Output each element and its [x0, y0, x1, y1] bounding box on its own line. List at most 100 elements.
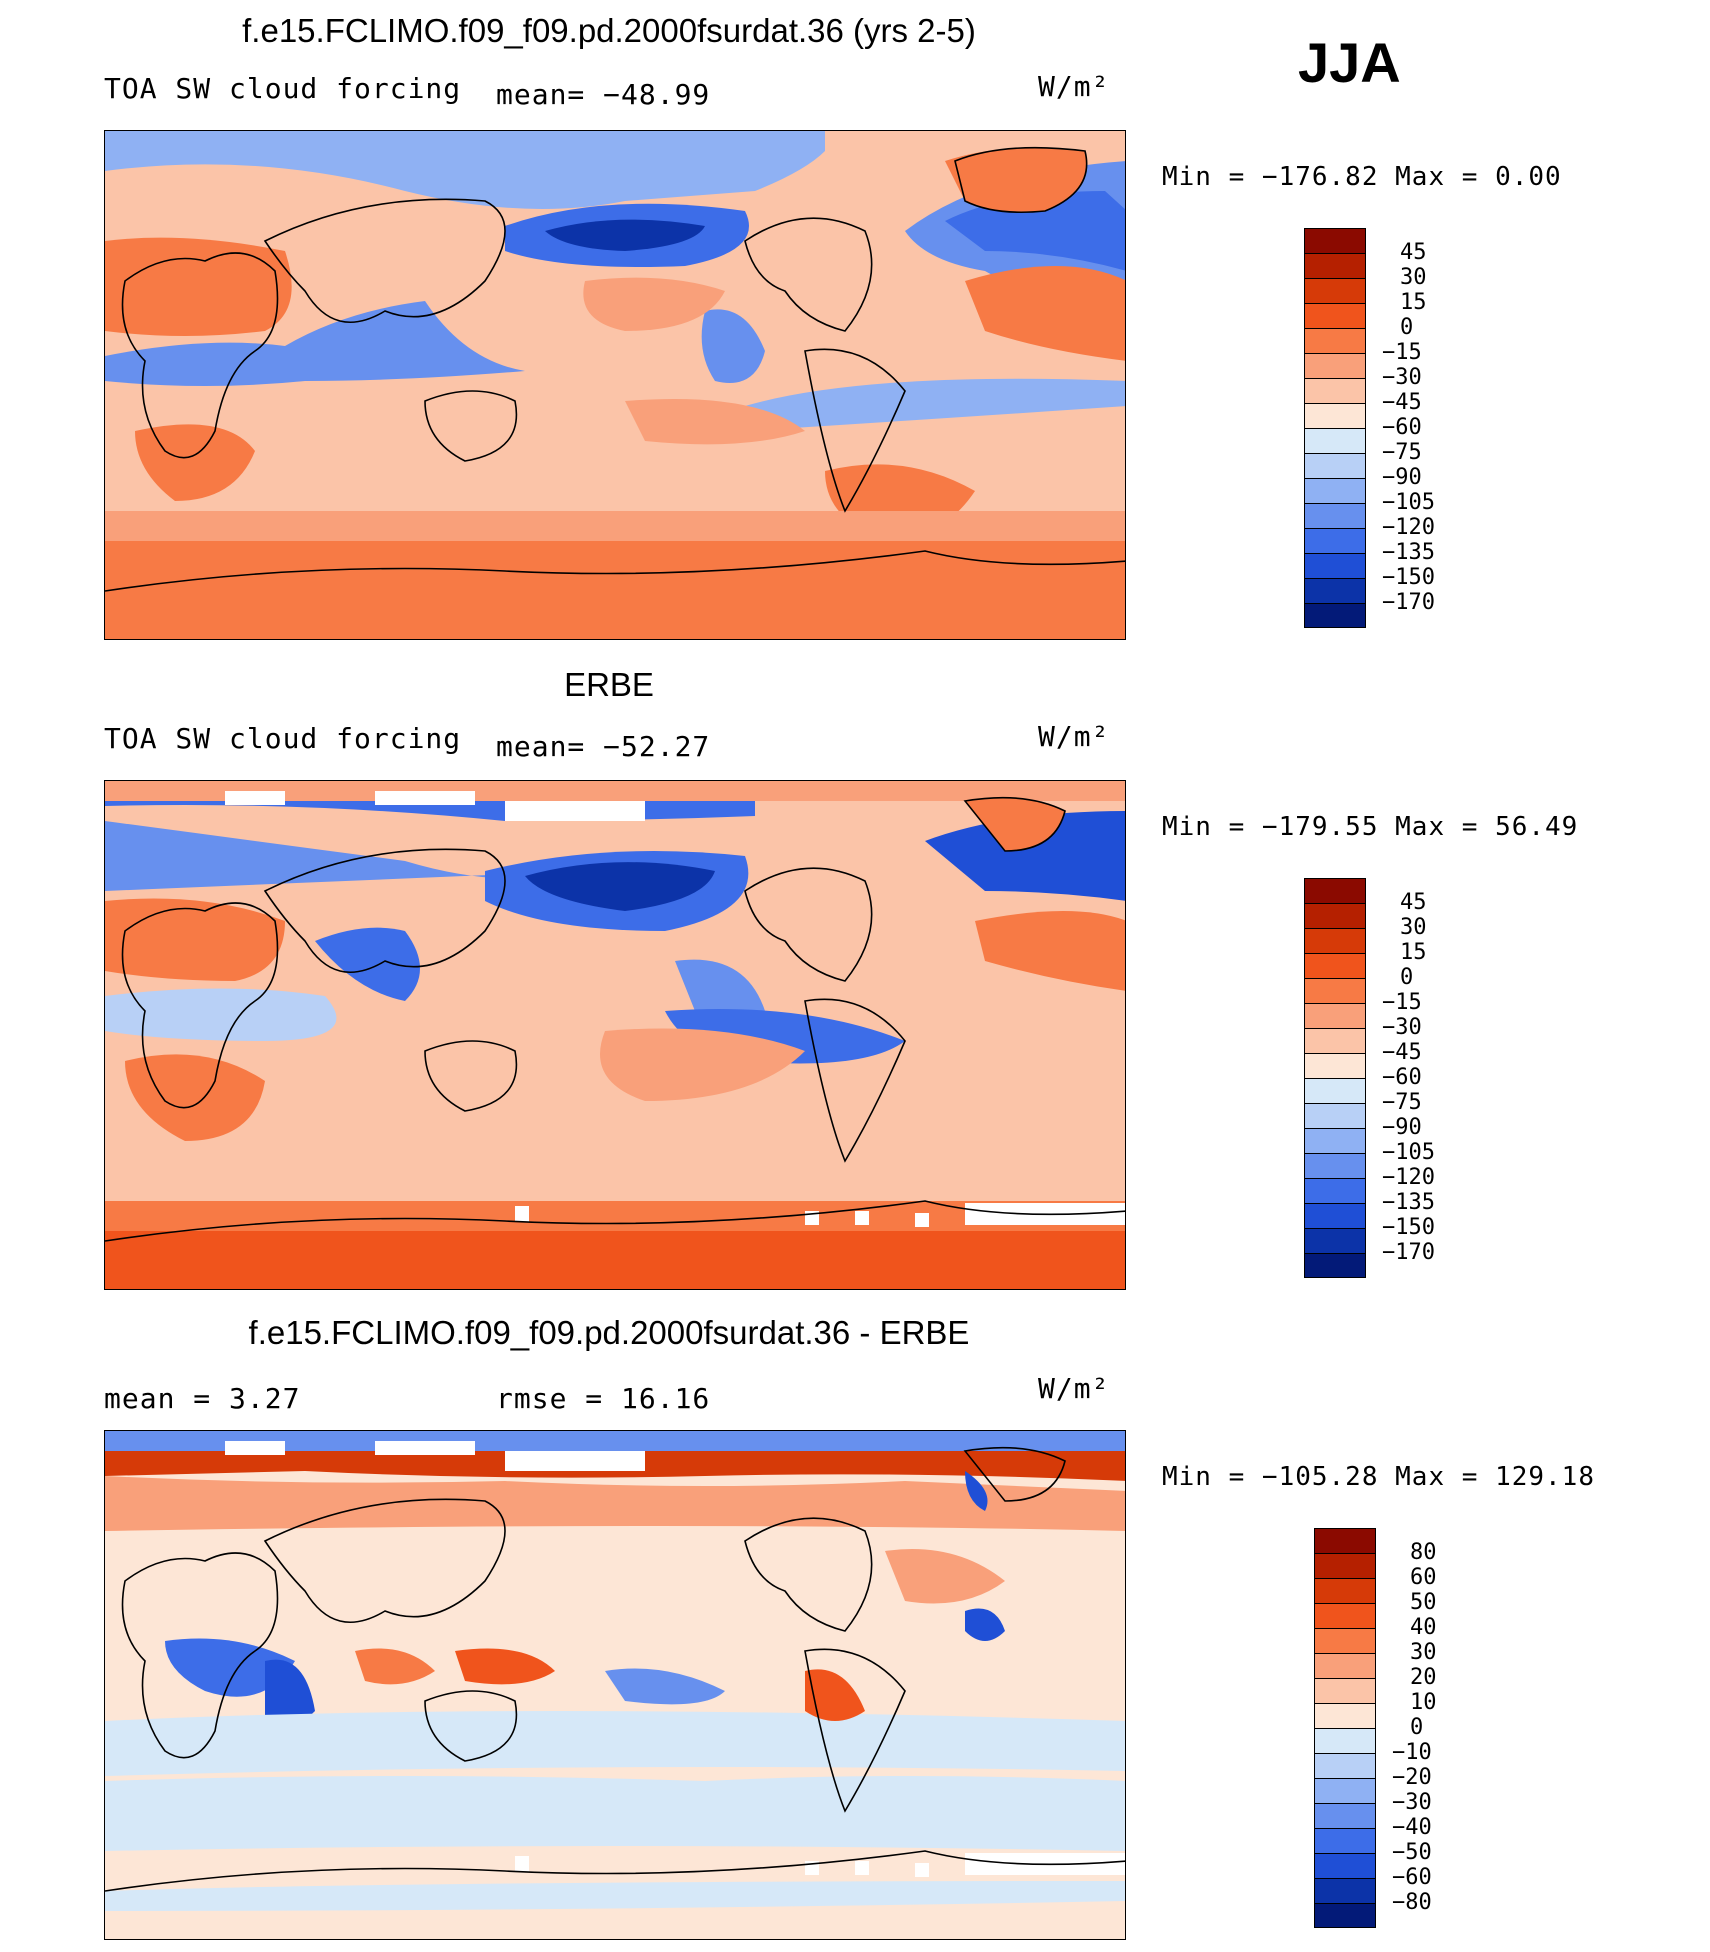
colorbar-swatch: [1304, 1003, 1366, 1028]
colorbar-swatch: [1304, 403, 1366, 428]
panel-3-units: W/m²: [1038, 1372, 1110, 1405]
colorbar-swatch: [1304, 253, 1366, 278]
colorbar-swatch: [1314, 1828, 1376, 1853]
colorbar-frame: [1304, 878, 1366, 1278]
colorbar-swatch: [1314, 1753, 1376, 1778]
colorbar-swatch: [1314, 1603, 1376, 1628]
colorbar-tick-label: 15: [1400, 940, 1427, 965]
colorbar-tick-label: −150: [1382, 1215, 1435, 1240]
panel-3-map-svg: [105, 1431, 1125, 1939]
colorbar-tick-label: −60: [1382, 415, 1422, 440]
colorbar-tick-label: 0: [1400, 965, 1414, 990]
colorbar-tick-label: 20: [1410, 1665, 1437, 1690]
panel-1-mean: mean= −48.99: [496, 78, 711, 111]
colorbar-tick-label: −40: [1392, 1815, 1432, 1840]
colorbar-swatch: [1304, 1128, 1366, 1153]
colorbar-tick-label: −15: [1382, 990, 1422, 1015]
colorbar-swatch: [1314, 1853, 1376, 1878]
colorbar-swatch: [1314, 1678, 1376, 1703]
colorbar-swatch: [1304, 378, 1366, 403]
panel-3-mean: mean = 3.27: [104, 1382, 301, 1415]
colorbar-swatch: [1304, 478, 1366, 503]
panel-2-title: ERBE: [564, 666, 654, 703]
colorbar-frame: [1314, 1528, 1376, 1928]
colorbar-swatch: [1314, 1628, 1376, 1653]
colorbar-swatch: [1304, 953, 1366, 978]
colorbar-swatch: [1314, 1903, 1376, 1928]
colorbar-tick-label: −90: [1382, 465, 1422, 490]
colorbar-tick-label: −90: [1382, 1115, 1422, 1140]
panel-1-title: f.e15.FCLIMO.f09_f09.pd.2000fsurdat.36 (…: [242, 12, 976, 49]
colorbar-tick-label: 40: [1410, 1615, 1437, 1640]
colorbar-tick-label: 10: [1410, 1690, 1437, 1715]
colorbar-tick-label: −75: [1382, 440, 1422, 465]
colorbar-swatch: [1304, 228, 1366, 253]
colorbar-swatch: [1304, 528, 1366, 553]
season-label: JJA: [1298, 31, 1401, 94]
colorbar-swatch: [1314, 1803, 1376, 1828]
colorbar-tick-label: −150: [1382, 565, 1435, 590]
colorbar-swatch: [1304, 1228, 1366, 1253]
colorbar-tick-label: −170: [1382, 1240, 1435, 1265]
colorbar-tick-label: 30: [1400, 915, 1427, 940]
colorbar-swatch: [1304, 978, 1366, 1003]
colorbar-swatch: [1304, 278, 1366, 303]
colorbar-tick-label: −10: [1392, 1740, 1432, 1765]
colorbar-tick-label: −170: [1382, 590, 1435, 615]
colorbar-tick-label: −50: [1392, 1840, 1432, 1865]
colorbar-swatch: [1314, 1728, 1376, 1753]
panel-3-map: [104, 1430, 1126, 1940]
colorbar-swatch: [1304, 903, 1366, 928]
panel-1-minmax: Min = −176.82 Max = 0.00: [1162, 162, 1562, 192]
panel-1-units: W/m²: [1038, 70, 1110, 103]
colorbar-swatch: [1314, 1578, 1376, 1603]
colorbar-tick-label: 80: [1410, 1540, 1437, 1565]
colorbar-swatch: [1304, 1103, 1366, 1128]
colorbar-tick-label: −60: [1392, 1865, 1432, 1890]
panel-2-map: [104, 780, 1126, 1290]
colorbar-tick-label: 45: [1400, 890, 1427, 915]
colorbar-tick-label: −20: [1392, 1765, 1432, 1790]
panel-3-minmax: Min = −105.28 Max = 129.18: [1162, 1462, 1595, 1492]
colorbar-tick-label: −105: [1382, 490, 1435, 515]
colorbar-swatch: [1304, 428, 1366, 453]
colorbar-swatch: [1304, 1078, 1366, 1103]
panel-2-mean: mean= −52.27: [496, 730, 711, 763]
colorbar-tick-label: 30: [1400, 265, 1427, 290]
panel-1-map: [104, 130, 1126, 640]
colorbar-swatch: [1314, 1553, 1376, 1578]
colorbar-swatch: [1314, 1703, 1376, 1728]
colorbar-tick-label: −135: [1382, 540, 1435, 565]
colorbar-swatch: [1304, 553, 1366, 578]
colorbar-swatch: [1304, 928, 1366, 953]
colorbar-tick-label: 50: [1410, 1590, 1437, 1615]
colorbar-tick-label: −75: [1382, 1090, 1422, 1115]
colorbar-swatch: [1304, 328, 1366, 353]
colorbar-tick-label: −135: [1382, 1190, 1435, 1215]
colorbar-tick-label: −80: [1392, 1890, 1432, 1915]
colorbar-swatch: [1304, 353, 1366, 378]
colorbar-swatch: [1314, 1778, 1376, 1803]
colorbar-swatch: [1314, 1528, 1376, 1553]
panel-2-variable: TOA SW cloud forcing: [104, 722, 462, 755]
colorbar-swatch: [1304, 1253, 1366, 1278]
colorbar-tick-label: −60: [1382, 1065, 1422, 1090]
colorbar-swatch: [1304, 1028, 1366, 1053]
colorbar-swatch: [1304, 1203, 1366, 1228]
colorbar-tick-label: −15: [1382, 340, 1422, 365]
colorbar-tick-label: 30: [1410, 1640, 1437, 1665]
colorbar-tick-label: −120: [1382, 515, 1435, 540]
panel-2-map-svg: [105, 781, 1125, 1289]
panel-3-title: f.e15.FCLIMO.f09_f09.pd.2000fsurdat.36 -…: [248, 1314, 970, 1351]
panel-2-minmax: Min = −179.55 Max = 56.49: [1162, 812, 1579, 842]
colorbar-tick-label: −120: [1382, 1165, 1435, 1190]
colorbar-swatch: [1314, 1653, 1376, 1678]
colorbar-tick-label: −30: [1382, 1015, 1422, 1040]
colorbar-tick-label: −105: [1382, 1140, 1435, 1165]
colorbar-tick-label: 45: [1400, 240, 1427, 265]
colorbar-swatch: [1304, 1178, 1366, 1203]
colorbar-tick-label: 15: [1400, 290, 1427, 315]
colorbar-swatch: [1304, 878, 1366, 903]
panel-3-rmse: rmse = 16.16: [496, 1382, 711, 1415]
colorbar-swatch: [1314, 1878, 1376, 1903]
